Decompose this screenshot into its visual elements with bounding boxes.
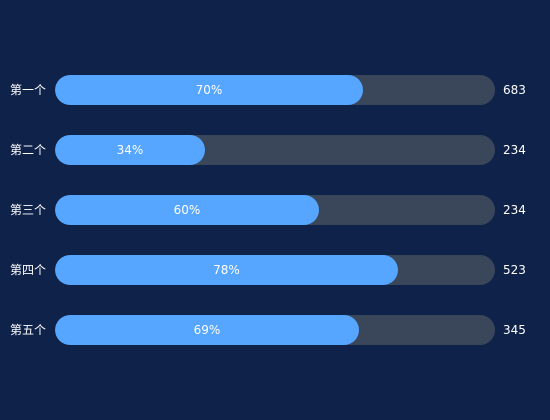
bar-track: 69% (55, 315, 495, 345)
bar-track: 78% (55, 255, 495, 285)
chart-row: 第二个 34% 234 (0, 135, 550, 165)
category-label: 第一个 (10, 83, 47, 97)
category-label: 第四个 (10, 263, 47, 277)
percent-label: 78% (213, 263, 240, 277)
category-label: 第二个 (10, 143, 47, 157)
bar-fill (55, 255, 398, 285)
category-label: 第三个 (10, 203, 47, 217)
value-label: 234 (503, 143, 526, 157)
percent-label: 34% (116, 143, 144, 157)
percent-label: 70% (195, 83, 223, 97)
chart-row: 第一个 70% 683 (0, 75, 550, 105)
value-label: 683 (503, 83, 526, 97)
value-label: 345 (503, 323, 526, 337)
chart-row: 第五个 69% 345 (0, 315, 550, 345)
percent-label: 69% (193, 323, 221, 337)
percent-label: 60% (173, 203, 201, 217)
bar-fill (55, 75, 363, 105)
category-label: 第五个 (10, 323, 47, 337)
bar-fill (55, 195, 319, 225)
value-label: 234 (503, 203, 526, 217)
bar-track: 70% (55, 75, 495, 105)
bar-track: 60% (55, 195, 495, 225)
value-label: 523 (503, 263, 526, 277)
chart-row: 第三个 60% 234 (0, 195, 550, 225)
chart-row: 第四个 78% 523 (0, 255, 550, 285)
bar-fill (55, 135, 205, 165)
bar-track: 34% (55, 135, 495, 165)
bar-fill (55, 315, 359, 345)
